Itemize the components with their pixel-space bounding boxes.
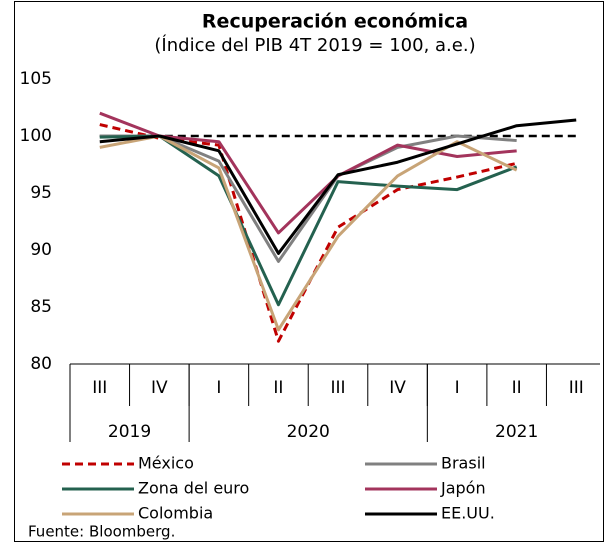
y-tick-label: 100 — [20, 126, 52, 146]
series-line — [99, 118, 577, 255]
chart-title: Recuperación económica — [202, 11, 468, 33]
legend-label: Zona del euro — [138, 479, 249, 498]
legend-label: Japón — [440, 479, 486, 498]
series-line — [99, 134, 518, 332]
x-tick-label: I — [216, 378, 221, 398]
year-label: 2021 — [495, 422, 538, 442]
x-tick-label: II — [273, 378, 283, 398]
y-tick-label: 90 — [30, 240, 52, 260]
x-tick-label: III — [330, 378, 345, 398]
legend-label: Brasil — [441, 454, 486, 473]
legend-label: México — [138, 454, 194, 473]
y-tick-label: 95 — [30, 183, 52, 203]
year-label: 2020 — [287, 422, 330, 442]
x-tick-label: II — [512, 378, 522, 398]
y-tick-label: 105 — [20, 69, 52, 89]
x-tick-label: I — [455, 378, 460, 398]
legend-label: Colombia — [138, 504, 213, 523]
year-label: 2019 — [108, 422, 151, 442]
y-tick-label: 85 — [30, 297, 52, 317]
x-tick-label: III — [569, 378, 584, 398]
frame — [14, 1, 604, 542]
chart-subtitle: (Índice del PIB 4T 2019 = 100, a.e.) — [154, 34, 475, 56]
y-tick-label: 80 — [30, 354, 52, 374]
x-tick-label: IV — [151, 378, 168, 398]
legend-label: EE.UU. — [441, 504, 495, 523]
x-tick-label: IV — [389, 378, 406, 398]
x-tick-label: III — [92, 378, 107, 398]
source: Fuente: Bloomberg. — [28, 523, 175, 541]
